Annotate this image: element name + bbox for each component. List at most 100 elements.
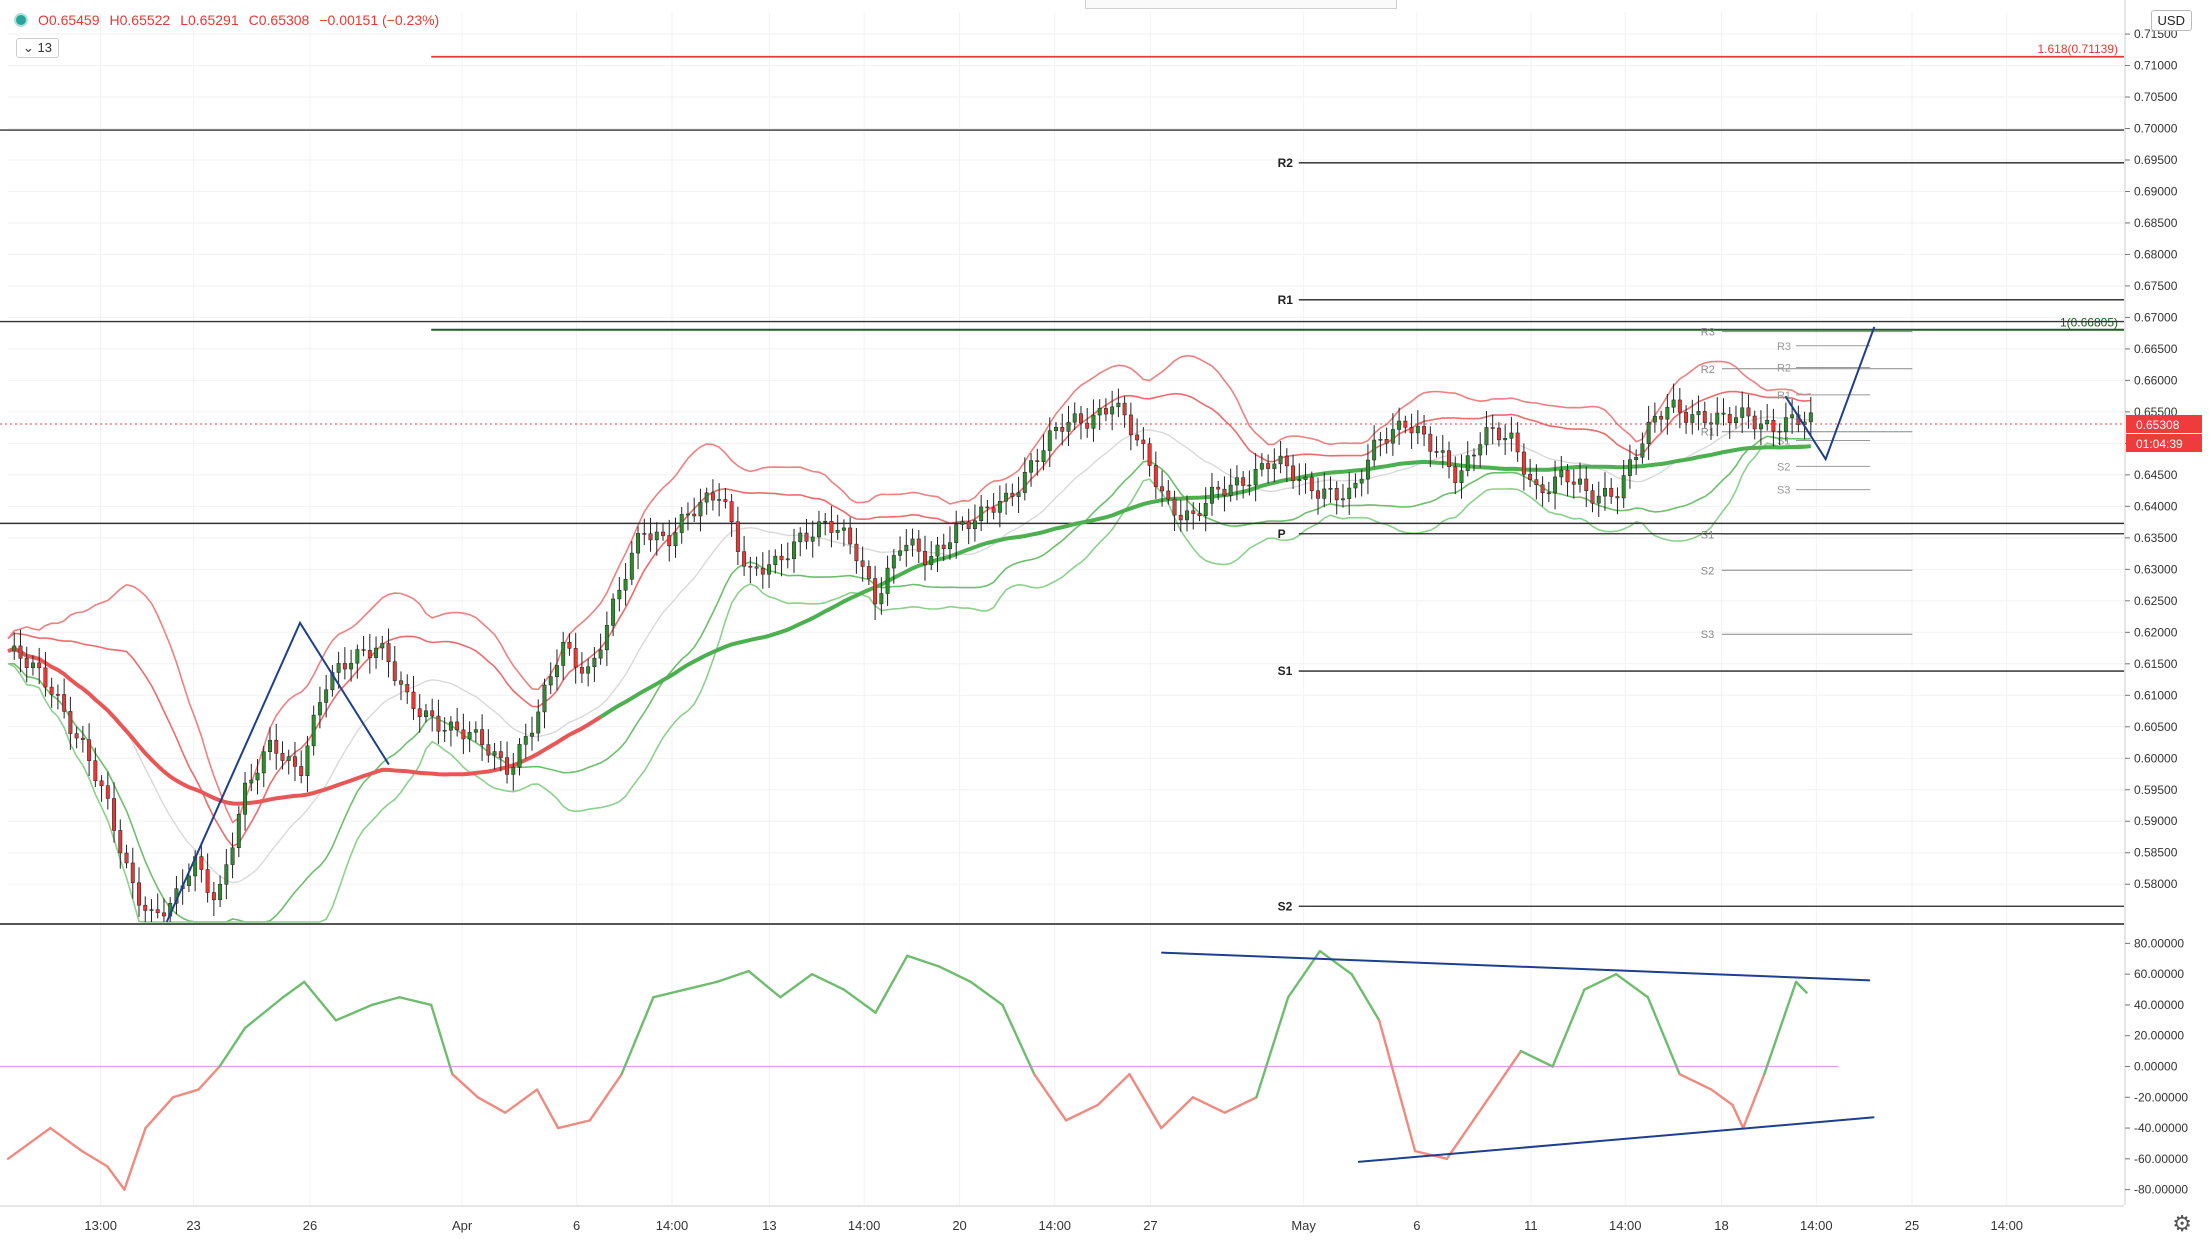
- candle-body: [37, 662, 42, 669]
- candle-body: [124, 852, 129, 864]
- candle-body: [860, 560, 865, 567]
- candle-body: [311, 714, 316, 747]
- candle-body: [748, 565, 753, 568]
- candle-body: [280, 753, 285, 761]
- candle-body: [274, 740, 279, 754]
- candle-body: [1054, 427, 1058, 431]
- oscillator-segment: [6, 1126, 52, 1161]
- price-tick-label: 0.69500: [2134, 153, 2178, 167]
- candle-body: [186, 875, 191, 886]
- candle-body: [442, 729, 447, 732]
- candle-body: [1659, 415, 1664, 420]
- candle-body: [1110, 406, 1115, 415]
- candle-body: [997, 501, 1002, 513]
- candle-body: [436, 715, 441, 732]
- currency-button[interactable]: USD: [2150, 10, 2192, 31]
- candle-body: [823, 521, 828, 523]
- candle-body: [1640, 443, 1645, 458]
- candle-body: [1765, 419, 1770, 425]
- time-tick-label: 11: [1524, 1218, 1538, 1233]
- candle-body: [767, 564, 772, 575]
- candle-body: [829, 521, 834, 533]
- oscillator-segment: [1519, 1049, 1554, 1068]
- candle-body: [1434, 451, 1439, 453]
- candle-body: [523, 736, 528, 745]
- oscillator-segment: [1710, 1088, 1734, 1107]
- candle-body: [941, 544, 946, 550]
- candle-body: [1596, 495, 1601, 504]
- symbol-status-icon: [14, 13, 28, 27]
- candle-body: [898, 550, 903, 556]
- oscillator-segment: [906, 954, 941, 968]
- candle-body: [1328, 488, 1333, 490]
- candle-body: [611, 598, 616, 626]
- candle-body: [586, 666, 591, 674]
- oscillator-segment: [370, 996, 401, 1007]
- candle-body: [686, 513, 690, 516]
- candle-body: [1365, 459, 1370, 480]
- current-price-tag: [2126, 414, 2202, 433]
- candle-body: [105, 785, 110, 799]
- ohlc-high: H0.65522: [109, 12, 171, 28]
- candle-body: [598, 649, 603, 659]
- fib-1618-label: 1.618(0.71139): [2037, 42, 2118, 56]
- candle-body: [1734, 417, 1738, 424]
- pivot-label: P: [1278, 527, 1286, 541]
- candle-body: [698, 501, 703, 517]
- lower-band: [7, 442, 1811, 923]
- candle-body: [785, 558, 790, 561]
- candle-body: [1353, 482, 1358, 489]
- oscillator-segment: [1096, 1072, 1131, 1107]
- top-toolbar-tab[interactable]: [1085, 0, 1397, 9]
- candle-body: [99, 780, 104, 786]
- candle-body: [118, 830, 123, 854]
- candle-body: [1696, 411, 1701, 415]
- oscillator-segment: [1160, 1096, 1195, 1130]
- candle-body: [62, 694, 67, 712]
- osc-lower-trendline: [1357, 1116, 1875, 1163]
- price-tick-label: 0.66500: [2134, 342, 2178, 356]
- oscillator-segment: [1678, 1072, 1713, 1091]
- candle-body: [1247, 484, 1252, 487]
- oscillator-segment: [842, 988, 877, 1014]
- gear-icon[interactable]: ⚙: [2172, 1211, 2192, 1236]
- candle-body: [929, 556, 934, 566]
- osc-tick-label: -80.00000: [2134, 1183, 2188, 1197]
- oscillator-segment: [588, 1072, 623, 1122]
- oscillator-segment: [80, 1149, 109, 1168]
- candle-body: [679, 514, 684, 533]
- candle-body: [1185, 510, 1189, 521]
- candle-body: [1472, 454, 1476, 457]
- candle-body: [1291, 465, 1296, 482]
- candle-body: [305, 745, 310, 776]
- price-tick-label: 0.66000: [2134, 373, 2178, 387]
- candle-body: [979, 506, 984, 522]
- candle-body: [355, 649, 360, 664]
- pivot-label: R2: [1278, 156, 1294, 170]
- candle-body: [798, 532, 803, 543]
- candle-body: [80, 737, 85, 740]
- candle-body: [399, 680, 403, 685]
- candle-body: [1609, 487, 1614, 497]
- oscillator-segment: [683, 980, 719, 991]
- candle-body: [1172, 498, 1177, 516]
- small-pivot-label: R2: [1777, 362, 1791, 374]
- candle-body: [1465, 455, 1470, 471]
- candle-body: [1016, 492, 1021, 497]
- candle-body: [236, 814, 241, 849]
- candle-body: [991, 507, 996, 513]
- candle-body: [1634, 456, 1639, 460]
- candle-body: [1503, 438, 1508, 441]
- candle-body: [661, 531, 665, 536]
- time-tick-label: Apr: [452, 1218, 473, 1233]
- price-tick-label: 0.64000: [2134, 499, 2178, 513]
- indicator-toggle-button[interactable]: ⌄ 13: [16, 38, 59, 58]
- candle-body: [1677, 399, 1682, 413]
- time-tick-label: 27: [1143, 1218, 1157, 1233]
- candle-body: [230, 847, 235, 865]
- price-tick-label: 0.64500: [2134, 468, 2178, 482]
- zigzag-drawing: [165, 620, 390, 923]
- candle-body: [723, 499, 728, 502]
- candle-body: [548, 676, 553, 686]
